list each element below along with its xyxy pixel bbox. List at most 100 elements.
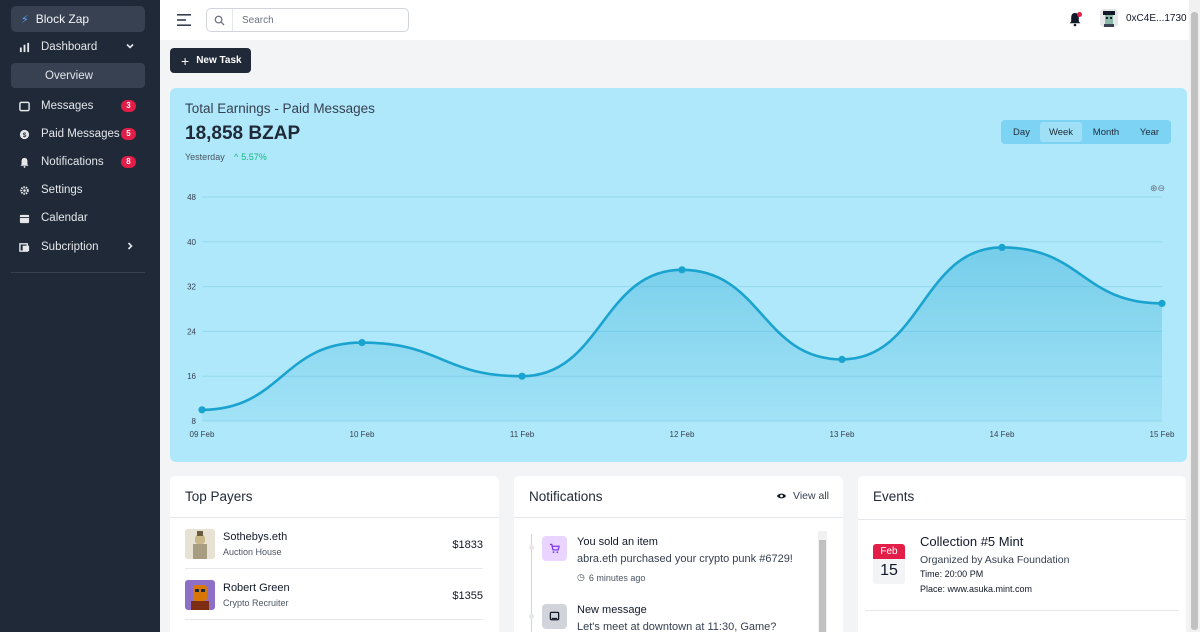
new-task-button[interactable]: + New Task — [170, 48, 251, 73]
row-divider — [185, 619, 483, 620]
sidebar-item-label: Settings — [41, 184, 83, 196]
event-title[interactable]: Collection #5 Mint — [920, 534, 1024, 549]
brand-logo[interactable]: ⚡ Block Zap — [11, 6, 145, 32]
event-time: Time: 20:00 PM — [920, 569, 984, 579]
notification-title: You sold an item — [577, 536, 658, 548]
sidebar-item-notifications[interactable]: Notifications 8 — [11, 149, 145, 175]
x-tick-label: 12 Feb — [670, 430, 695, 439]
payer-amount: $1355 — [452, 590, 483, 602]
page-scrollbar[interactable] — [1189, 0, 1200, 632]
data-point — [518, 372, 526, 380]
event-day: 15 — [880, 562, 898, 579]
view-all-label: View all — [793, 490, 829, 502]
sidebar-item-label: Overview — [45, 69, 93, 82]
data-point — [198, 406, 206, 414]
sidebar-item-messages[interactable]: Messages 3 — [11, 93, 145, 119]
payer-name: Sothebys.eth — [223, 531, 288, 543]
brand-name: Block Zap — [35, 12, 90, 26]
top-payers-title: Top Payers — [185, 489, 253, 504]
payer-name: Robert Green — [223, 582, 290, 594]
event-divider — [865, 610, 1179, 611]
x-tick-label: 13 Feb — [830, 430, 855, 439]
notifications-card: Notifications View all You sold an item … — [514, 476, 843, 632]
x-tick-label: 10 Feb — [350, 430, 375, 439]
sidebar-item-label: Subcription — [41, 241, 99, 253]
bell-icon — [20, 157, 29, 168]
zoom-out-icon[interactable]: ⊖ — [1157, 183, 1166, 193]
notification-time-value: 6 minutes ago — [588, 572, 646, 583]
notifications-title: Notifications — [529, 489, 603, 504]
chevron-right-icon — [127, 242, 133, 250]
wallet-address[interactable]: 0xC4E...1730 — [1126, 13, 1187, 24]
message-icon — [542, 604, 567, 629]
event-date-badge: Feb 15 — [873, 544, 905, 584]
sidebar-item-label: Dashboard — [41, 41, 98, 53]
y-tick-label: 48 — [187, 193, 196, 202]
notification-time: ◷ 6 minutes ago — [577, 572, 645, 583]
payer-row[interactable]: Robert Green Crypto Recruiter $1355 — [185, 570, 483, 620]
notifications-scrollbar[interactable] — [818, 531, 827, 632]
card-divider — [858, 519, 1186, 520]
sidebar-item-label: Calendar — [41, 212, 88, 224]
scrollbar-thumb[interactable] — [1191, 12, 1198, 630]
payer-amount: $1833 — [452, 539, 483, 551]
gear-icon — [20, 185, 29, 195]
payer-role: Crypto Recruiter — [223, 598, 289, 608]
coin-icon: $ — [19, 129, 30, 139]
tab-year[interactable]: Year — [1139, 126, 1160, 138]
x-tick-label: 11 Feb — [510, 430, 535, 439]
top-payers-card: Top Payers Sothebys.eth Auction House $1… — [170, 476, 499, 632]
sidebar-item-settings[interactable]: Settings — [11, 177, 145, 203]
data-point — [838, 355, 846, 363]
y-tick-label: 8 — [192, 417, 197, 426]
chevron-down-icon — [126, 43, 134, 49]
zoom-in-icon[interactable]: ⊕ — [1150, 183, 1158, 193]
y-tick-label: 40 — [187, 238, 196, 247]
sidebar-item-calendar[interactable]: Calendar — [11, 205, 145, 231]
data-point — [1158, 299, 1166, 307]
tab-week[interactable]: Week — [1040, 122, 1082, 142]
tab-day[interactable]: Day — [1013, 126, 1030, 138]
notification-body: abra.eth purchased your crypto punk #672… — [577, 553, 793, 565]
search-box — [206, 8, 409, 32]
sidebar-item-overview[interactable]: Overview — [11, 63, 145, 88]
x-tick-label: 09 Feb — [190, 430, 215, 439]
search-icon[interactable] — [207, 9, 233, 31]
search-input[interactable] — [233, 14, 403, 26]
sidebar-item-dashboard[interactable]: Dashboard — [11, 34, 145, 60]
notification-title: New message — [577, 604, 647, 616]
series-area — [202, 247, 1162, 421]
event-place: Place: www.asuka.mint.com — [920, 584, 1033, 594]
sidebar-item-label: Paid Messages — [41, 128, 120, 140]
y-tick-label: 32 — [187, 283, 196, 292]
tab-month[interactable]: Month — [1092, 126, 1120, 138]
notification-body: Let's meet at downtown at 11:30, Game? — [577, 621, 777, 632]
subscription-icon — [19, 242, 30, 252]
earnings-change-value: 5.57% — [241, 152, 267, 162]
notification-dot — [1077, 12, 1082, 17]
y-tick-label: 16 — [187, 372, 196, 381]
events-card: Events Feb 15 Collection #5 Mint Organiz… — [858, 476, 1186, 632]
messages-badge: 3 — [121, 100, 136, 112]
calendar-icon — [19, 214, 30, 223]
user-avatar[interactable] — [1100, 9, 1118, 27]
payer-row[interactable]: Sothebys.eth Auction House $1833 — [185, 519, 483, 569]
eye-icon — [776, 493, 787, 499]
paid-messages-badge: 5 — [121, 128, 136, 140]
view-all-link[interactable]: View all — [776, 490, 829, 502]
data-point — [678, 266, 686, 274]
earnings-change: ^ 5.57% — [234, 152, 267, 162]
arrow-up-icon: ^ — [234, 152, 239, 162]
scrollbar-thumb[interactable] — [819, 540, 826, 632]
sidebar-item-paid-messages[interactable]: $ Paid Messages 5 — [11, 121, 145, 147]
timeline-dot — [529, 614, 534, 619]
data-point — [358, 339, 366, 347]
card-divider — [514, 517, 843, 518]
sidebar-divider — [11, 272, 145, 273]
sidebar-item-subscription[interactable]: Subcription — [11, 234, 145, 260]
menu-icon[interactable] — [177, 13, 191, 27]
earnings-title: Total Earnings - Paid Messages — [185, 101, 375, 116]
cart-icon — [542, 536, 567, 561]
sidebar-item-label: Messages — [41, 100, 94, 112]
bar-chart-icon — [19, 42, 30, 52]
